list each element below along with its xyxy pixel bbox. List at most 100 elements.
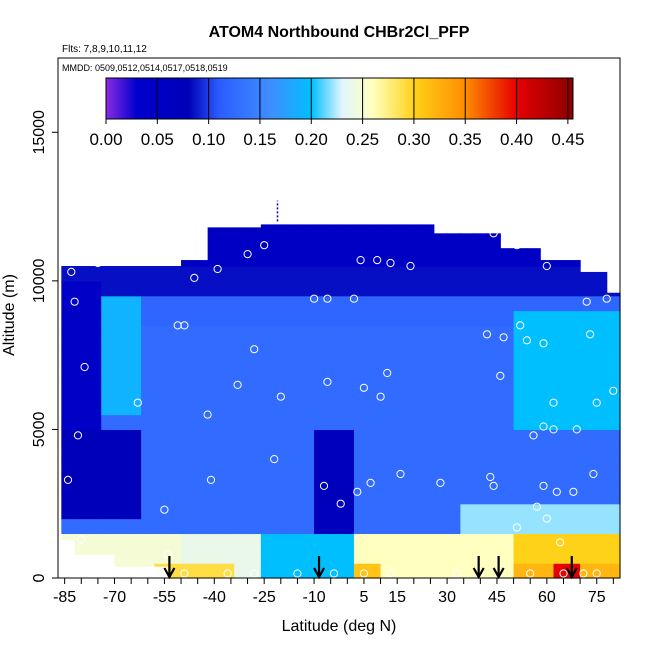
colorbar-tick-label: 0.40 (500, 130, 533, 149)
sample-point (522, 336, 532, 345)
heatmap-cell (393, 563, 408, 579)
heatmap-cell (220, 340, 235, 356)
heatmap-cell (274, 414, 289, 431)
heatmap-cell (154, 414, 169, 431)
heatmap-cell (407, 518, 422, 535)
heatmap-cell (260, 280, 275, 297)
heatmap-cell (207, 384, 222, 401)
sample-point (549, 398, 558, 407)
heatmap-cell (580, 399, 594, 416)
heatmap-cell (500, 444, 515, 460)
heatmap-cell (74, 474, 89, 490)
sample-point (310, 294, 319, 303)
heatmap-cell (593, 474, 608, 490)
heatmap-cell (553, 503, 568, 520)
heatmap-cell (314, 295, 328, 312)
heatmap-cell (513, 474, 528, 490)
heatmap-cell (114, 266, 129, 282)
heatmap-cell (486, 548, 501, 564)
heatmap-cell (340, 429, 355, 445)
heatmap-cell (74, 295, 89, 312)
heatmap-cell (87, 399, 102, 416)
heatmap-cell (420, 266, 435, 282)
heatmap-cell (553, 488, 568, 505)
sample-points (63, 229, 618, 578)
heatmap-cell (433, 340, 448, 356)
heatmap-cell (220, 533, 235, 549)
heatmap-cell (274, 503, 289, 520)
heatmap-cell (513, 340, 528, 356)
sample-point (592, 569, 601, 578)
heatmap-cell (513, 563, 528, 579)
heatmap-cell (460, 444, 475, 460)
heatmap-cell (181, 563, 195, 579)
heatmap-cell (526, 384, 541, 401)
heatmap-cell (433, 280, 448, 297)
sample-point (180, 321, 189, 330)
heatmap-cell (340, 310, 355, 327)
heatmap-cell (460, 414, 475, 431)
heatmap-cell (101, 325, 116, 341)
heatmap-cell (460, 325, 475, 341)
heatmap-cell (114, 474, 129, 490)
heatmap-cell (553, 429, 568, 445)
heatmap-cell (526, 518, 541, 535)
heatmap-cell (447, 414, 461, 431)
heatmap-cell (274, 236, 289, 252)
colorbar-tick-label: 0.10 (192, 130, 225, 149)
heatmap-cell (287, 224, 302, 237)
heatmap-cell (274, 384, 289, 401)
heatmap-cell (340, 533, 355, 549)
heatmap-cell (207, 295, 222, 312)
heatmap-cell (513, 370, 528, 386)
heatmap-cell (473, 414, 488, 431)
heatmap-cell (420, 414, 435, 431)
heatmap-cell (207, 251, 222, 267)
heatmap-cell (433, 233, 448, 237)
heatmap-cell (74, 548, 89, 555)
heatmap-cell (220, 414, 235, 431)
heatmap-cell (114, 429, 129, 445)
heatmap-cell (447, 325, 461, 341)
heatmap-cell (167, 414, 182, 431)
heatmap-cell (566, 399, 581, 416)
heatmap-cell (553, 310, 568, 327)
heatmap-cell (486, 340, 501, 356)
heatmap-cell (181, 295, 195, 312)
heatmap-cell (300, 236, 315, 252)
heatmap-cell (447, 548, 461, 564)
heatmap-cell (526, 503, 541, 520)
heatmap-cell (194, 488, 209, 505)
heatmap-cell (580, 444, 594, 460)
heatmap-cell (101, 266, 116, 282)
colorbar-gradient (105, 77, 574, 120)
sample-point (336, 499, 345, 508)
heatmap-cell (473, 236, 488, 252)
heatmap-cell (393, 236, 408, 252)
heatmap-cell (327, 533, 342, 549)
heatmap-cell (87, 414, 102, 431)
heatmap-cell (154, 310, 169, 327)
heatmap-cell (367, 548, 382, 564)
sample-point (366, 478, 375, 487)
heatmap-cell (513, 251, 528, 267)
heatmap-cell (340, 488, 355, 505)
heatmap-cell (274, 474, 289, 490)
heatmap-cell (473, 340, 488, 356)
heatmap-cell (566, 260, 581, 267)
heatmap-cell (460, 533, 475, 549)
heatmap-cell (167, 444, 182, 460)
heatmap-cell (194, 295, 209, 312)
heatmap-cell (127, 280, 142, 297)
heatmap-cell (234, 310, 249, 327)
heatmap-cell (61, 459, 76, 475)
heatmap-cell (420, 355, 435, 371)
heatmap-cell (393, 384, 408, 401)
heatmap-cell (114, 518, 129, 535)
heatmap-cell (74, 444, 89, 460)
heatmap-cell (473, 310, 488, 327)
heatmap-cell (287, 429, 302, 445)
heatmap-cell (540, 399, 555, 416)
heatmap-cell (460, 370, 475, 386)
heatmap-cell (460, 310, 475, 327)
